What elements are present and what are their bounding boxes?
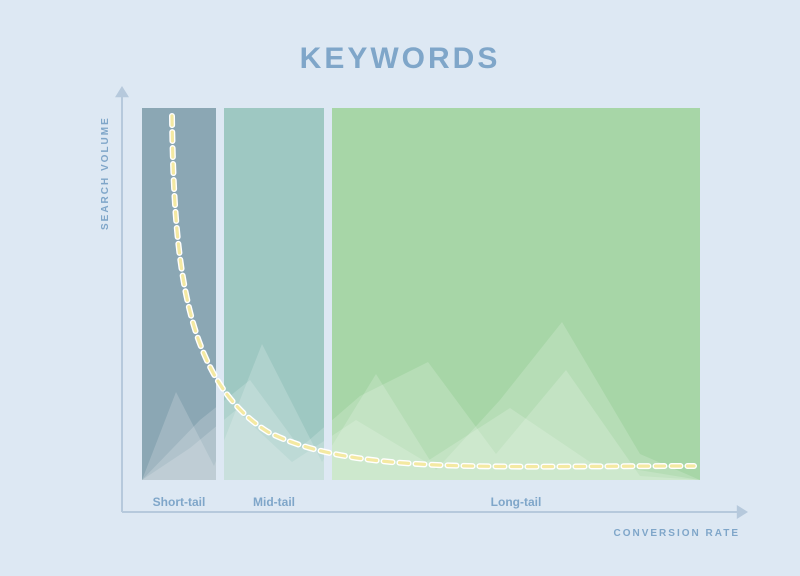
chart-svg: [0, 0, 800, 576]
segments: [142, 108, 700, 480]
segment-label-mid-tail: Mid-tail: [224, 495, 324, 509]
x-axis-label: CONVERSION RATE: [614, 528, 741, 539]
keywords-infographic: KEYWORDS SEARCH VOLUME CONVERSION RATE S…: [0, 0, 800, 576]
segment-label-short-tail: Short-tail: [142, 495, 216, 509]
segment-label-long-tail: Long-tail: [332, 495, 700, 509]
y-axis-label: SEARCH VOLUME: [100, 116, 111, 230]
